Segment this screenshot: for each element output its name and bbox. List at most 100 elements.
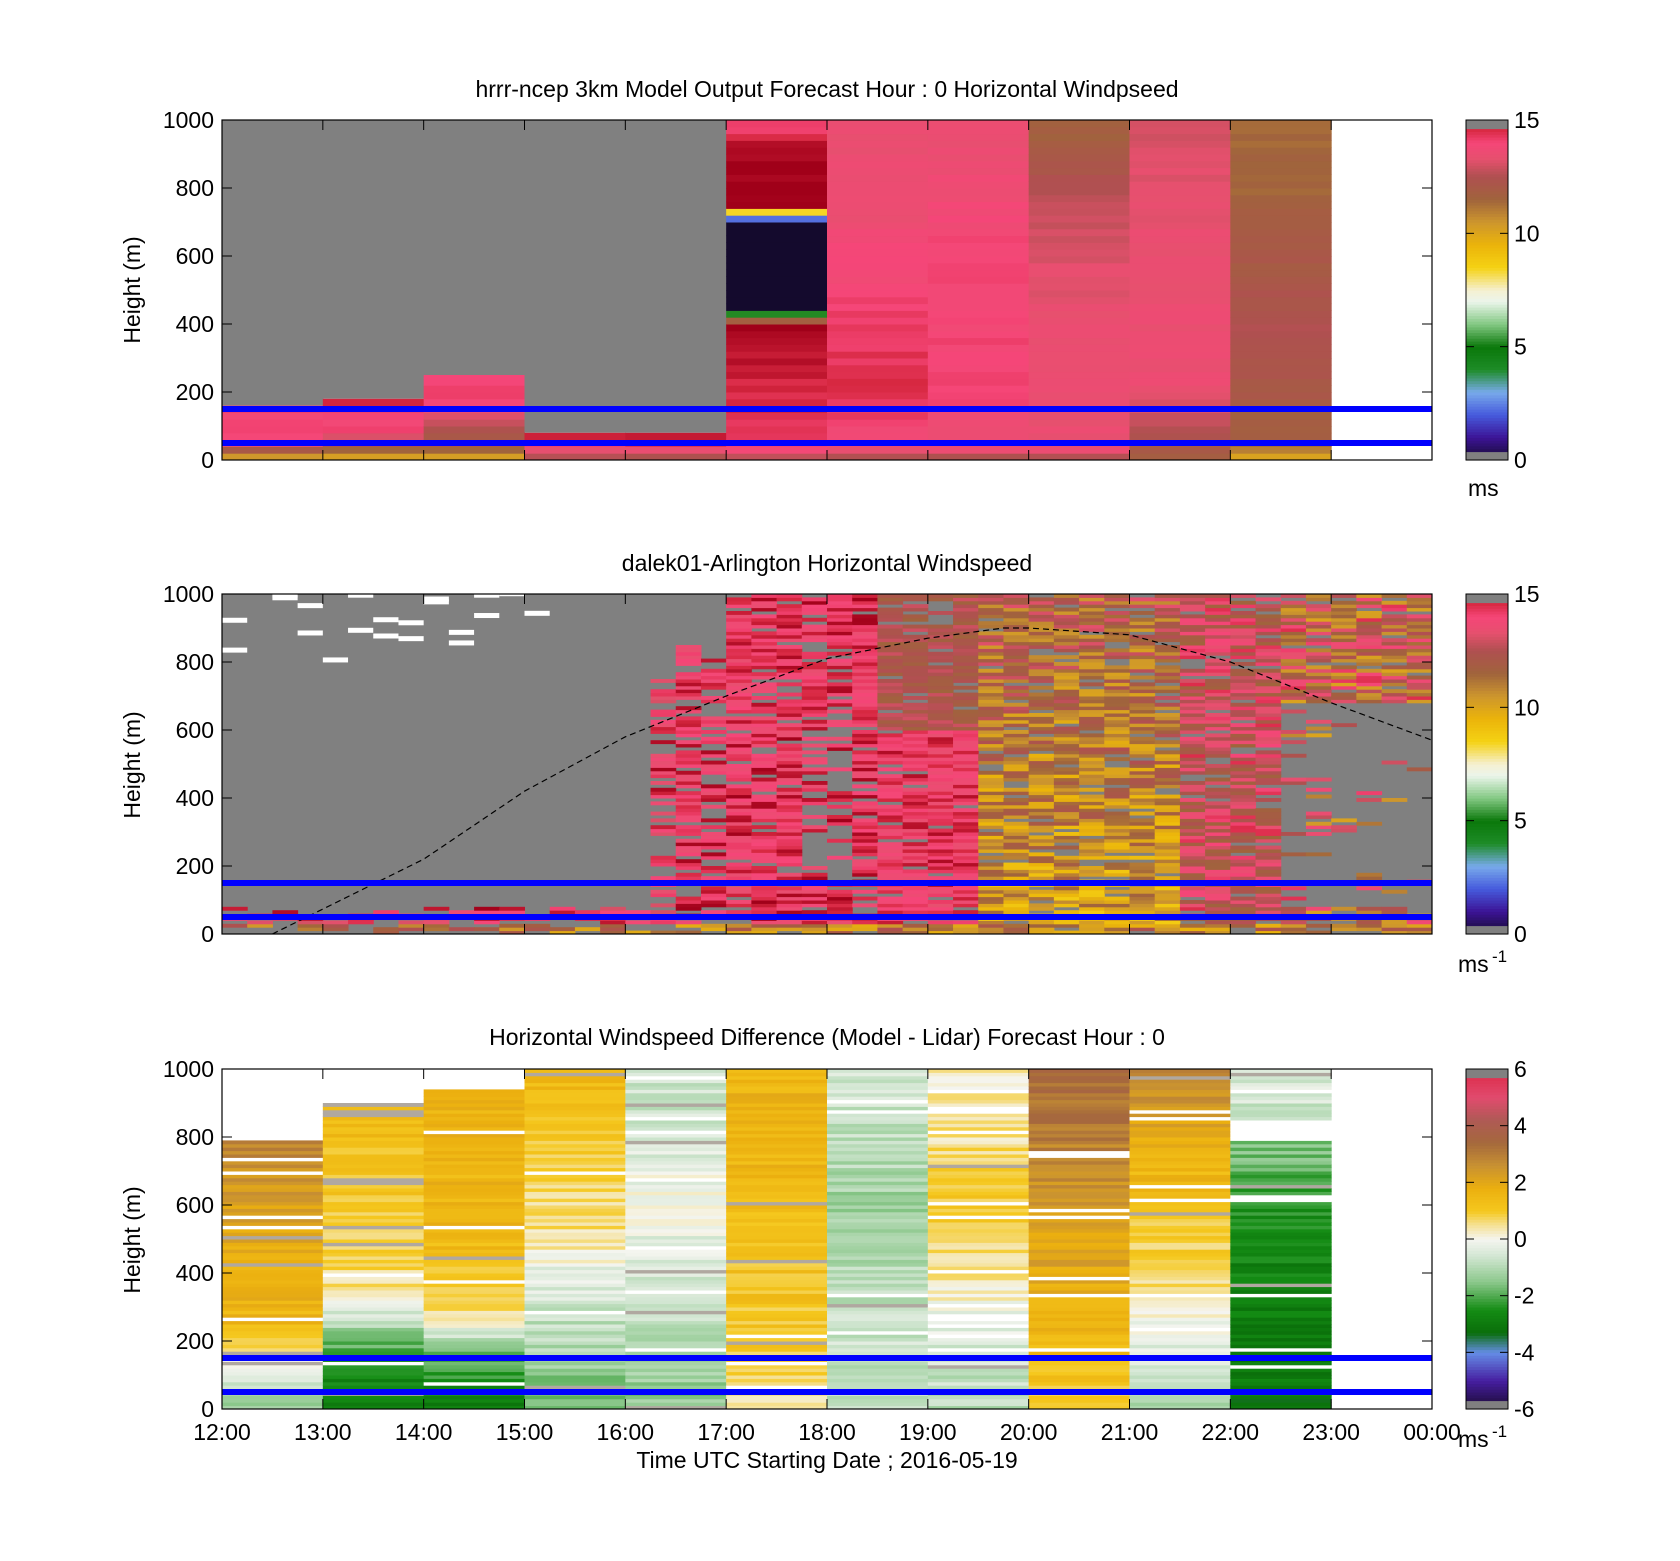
heatmap-cell bbox=[222, 1232, 324, 1237]
heatmap-cell bbox=[927, 351, 1030, 359]
heatmap-cell bbox=[1179, 760, 1206, 765]
heatmap-cell bbox=[1079, 906, 1105, 911]
heatmap-cell bbox=[827, 1347, 929, 1352]
heatmap-cell bbox=[650, 767, 677, 772]
heatmap-cell bbox=[222, 1256, 324, 1260]
heatmap-cell bbox=[423, 1259, 525, 1264]
heatmap-cell bbox=[776, 675, 803, 680]
heatmap-cell bbox=[902, 716, 929, 721]
heatmap-cell bbox=[726, 181, 828, 189]
heatmap-cell bbox=[1028, 679, 1055, 683]
heatmap-cell bbox=[978, 597, 1004, 602]
heatmap-cell bbox=[625, 1215, 727, 1220]
heatmap-cell bbox=[1129, 1262, 1231, 1267]
heatmap-cell bbox=[776, 733, 803, 738]
heatmap-cell bbox=[222, 1296, 324, 1301]
heatmap-cell bbox=[776, 828, 803, 833]
heatmap-cell bbox=[1406, 923, 1433, 928]
heatmap-cell bbox=[1079, 760, 1105, 765]
heatmap-cell bbox=[524, 1218, 626, 1223]
heatmap-cell bbox=[1179, 713, 1206, 717]
heatmap-cell bbox=[1381, 906, 1408, 911]
heatmap-cell bbox=[1230, 1225, 1332, 1230]
heatmap-cell bbox=[953, 842, 979, 847]
heatmap-cell bbox=[1230, 655, 1257, 660]
heatmap-cell bbox=[978, 658, 1004, 663]
heatmap-cell bbox=[927, 1198, 1030, 1203]
heatmap-cell bbox=[1255, 736, 1282, 741]
heatmap-cell bbox=[1230, 1330, 1332, 1335]
heatmap-cell bbox=[1230, 770, 1257, 775]
colorbar-segment bbox=[1466, 1318, 1508, 1322]
heatmap-cell bbox=[1129, 1096, 1231, 1101]
heatmap-cell bbox=[1028, 801, 1055, 806]
colorbar-segment bbox=[1466, 798, 1508, 802]
heatmap-cell bbox=[927, 1300, 1030, 1305]
heatmap-cell bbox=[877, 740, 904, 745]
heatmap-cell bbox=[827, 337, 929, 345]
heatmap-cell bbox=[927, 794, 954, 799]
heatmap-cell bbox=[902, 808, 929, 813]
heatmap-cell bbox=[423, 1364, 525, 1369]
heatmap-cell bbox=[423, 1385, 525, 1390]
colorbar-segment bbox=[1466, 704, 1508, 708]
heatmap-cell bbox=[1280, 624, 1307, 629]
heatmap-cell bbox=[726, 801, 752, 806]
heatmap-cell bbox=[1129, 385, 1231, 393]
heatmap-cell bbox=[827, 1313, 929, 1318]
heatmap-cell bbox=[1154, 893, 1181, 898]
heatmap-cell bbox=[423, 1208, 525, 1213]
heatmap-cell bbox=[1255, 692, 1282, 697]
heatmap-cell bbox=[1179, 876, 1206, 881]
heatmap-cell bbox=[322, 1375, 425, 1379]
no-data-streak bbox=[448, 640, 475, 646]
heatmap-cell bbox=[1129, 1266, 1231, 1271]
heatmap-cell bbox=[726, 862, 752, 867]
heatmap-cell bbox=[322, 1191, 425, 1196]
heatmap-cell bbox=[1230, 1171, 1332, 1175]
colorbar-segment bbox=[1466, 1171, 1508, 1175]
heatmap-cell bbox=[625, 1347, 727, 1352]
colorbar-segment bbox=[1466, 1329, 1508, 1334]
heatmap-cell bbox=[1230, 1300, 1332, 1305]
heatmap-cell bbox=[801, 876, 828, 881]
heatmap-cell bbox=[1129, 835, 1156, 840]
heatmap-cell bbox=[297, 923, 324, 928]
heatmap-cell bbox=[1028, 1283, 1130, 1288]
heatmap-cell bbox=[1230, 1133, 1332, 1138]
heatmap-cell bbox=[1129, 869, 1156, 874]
heatmap-cell bbox=[902, 747, 929, 751]
heatmap-cell bbox=[222, 1208, 324, 1213]
heatmap-cell bbox=[1028, 256, 1130, 264]
heatmap-cell bbox=[902, 709, 929, 714]
heatmap-cell bbox=[322, 398, 425, 407]
heatmap-cell bbox=[675, 859, 702, 864]
heatmap-cell bbox=[675, 804, 702, 809]
heatmap-cell bbox=[1079, 811, 1105, 816]
heatmap-cell bbox=[1280, 886, 1307, 891]
heatmap-cell bbox=[827, 889, 853, 894]
heatmap-cell bbox=[877, 774, 904, 779]
heatmap-cell bbox=[1028, 1072, 1130, 1077]
heatmap-cell bbox=[852, 750, 878, 755]
heatmap-cell bbox=[1079, 743, 1105, 748]
heatmap-cell bbox=[1028, 753, 1055, 758]
heatmap-cell bbox=[927, 675, 954, 680]
heatmap-cell bbox=[827, 1405, 929, 1410]
heatmap-cell bbox=[776, 845, 803, 850]
heatmap-cell bbox=[726, 432, 828, 441]
colorbar-segment bbox=[1466, 724, 1508, 728]
heatmap-cell bbox=[1104, 930, 1130, 935]
heatmap-cell bbox=[927, 249, 1030, 257]
heatmap-cell bbox=[751, 835, 778, 840]
heatmap-cell bbox=[1230, 923, 1257, 928]
heatmap-cell bbox=[1129, 764, 1156, 768]
heatmap-cell bbox=[1104, 757, 1130, 762]
heatmap-cell bbox=[726, 1303, 828, 1308]
heatmap-cell bbox=[1305, 617, 1332, 622]
heatmap-cell bbox=[1305, 607, 1332, 612]
heatmap-cell bbox=[827, 1252, 929, 1257]
heatmap-cell bbox=[1028, 1381, 1130, 1386]
heatmap-cell bbox=[1028, 1402, 1130, 1407]
lidar-panel-title: dalek01-Arlington Horizontal Windspeed bbox=[622, 550, 1032, 576]
